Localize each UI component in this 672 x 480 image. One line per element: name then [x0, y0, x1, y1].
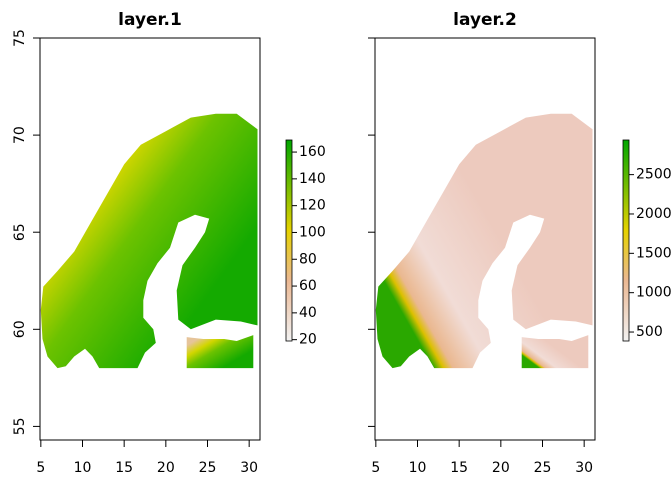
x-tick-label: 20: [492, 460, 510, 476]
y-tick-label: 55: [12, 417, 28, 435]
legend-tick-label: 80: [299, 251, 317, 267]
legend-bar: [285, 139, 293, 342]
x-tick-label: 10: [409, 460, 427, 476]
legend-tick-label: 2000: [636, 206, 672, 222]
legend-tick-label: 120: [299, 198, 326, 214]
legend-tick-label: 1000: [636, 285, 672, 301]
x-tick-label: 30: [240, 460, 258, 476]
raster-land: [375, 113, 593, 369]
raster-land: [186, 335, 254, 369]
y-tick-label: 65: [12, 223, 28, 241]
x-tick-label: 15: [450, 460, 468, 476]
legend-tick-label: 160: [299, 144, 326, 160]
legend-tick-label: 20: [299, 332, 317, 348]
legend-tick-label: 40: [299, 305, 317, 321]
panel-title: layer.1: [118, 10, 182, 30]
legend-bar: [622, 139, 630, 342]
raster-land: [40, 113, 258, 369]
raster-land: [521, 335, 589, 369]
y-tick-label: 60: [12, 320, 28, 338]
x-tick-label: 5: [371, 460, 380, 476]
legend-tick-label: 140: [299, 171, 326, 187]
legend-tick-label: 60: [299, 278, 317, 294]
y-tick-label: 70: [12, 126, 28, 144]
legend-tick-label: 500: [636, 324, 663, 340]
plot-box: [374, 37, 596, 441]
x-tick-label: 5: [36, 460, 45, 476]
legend-tick-label: 2500: [636, 167, 672, 183]
panel-title: layer.2: [453, 10, 517, 30]
x-tick-label: 10: [74, 460, 92, 476]
x-tick-label: 25: [199, 460, 217, 476]
legend-tick-label: 1500: [636, 245, 672, 261]
x-tick-label: 25: [534, 460, 552, 476]
x-tick-label: 30: [575, 460, 593, 476]
x-tick-label: 20: [157, 460, 175, 476]
plot-box: [39, 37, 261, 441]
legend-tick-label: 100: [299, 224, 326, 240]
x-tick-label: 15: [115, 460, 133, 476]
y-tick-label: 75: [12, 29, 28, 47]
